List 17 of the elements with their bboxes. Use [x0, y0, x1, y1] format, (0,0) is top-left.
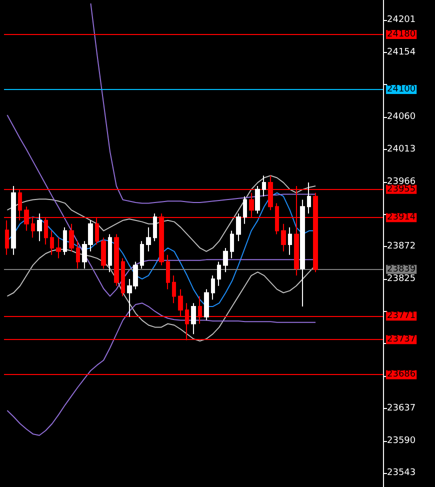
- y-tick-label: 23825: [387, 274, 416, 284]
- y-tick-label: 24060: [387, 112, 416, 122]
- y-tick-label: 23872: [387, 242, 416, 252]
- ref-line-label: 23686: [387, 370, 416, 380]
- y-tick-label: 24013: [387, 144, 416, 154]
- ref-line-label: 23771: [387, 311, 416, 322]
- y-tick-label: 23637: [387, 403, 416, 414]
- ref-line-label: 23839: [387, 264, 416, 274]
- ref-line-label: 24180: [387, 29, 416, 40]
- ref-line-label: 23737: [387, 334, 416, 345]
- ref-line-label: 23955: [387, 184, 416, 194]
- y-tick-label: 24201: [387, 14, 416, 25]
- y-tick-label: 23543: [387, 468, 416, 478]
- ref-line-label: 24100: [387, 84, 416, 95]
- ref-line-label: 23914: [387, 212, 416, 223]
- y-tick-label: 23590: [387, 436, 416, 446]
- y-tick-label: 24154: [387, 47, 416, 58]
